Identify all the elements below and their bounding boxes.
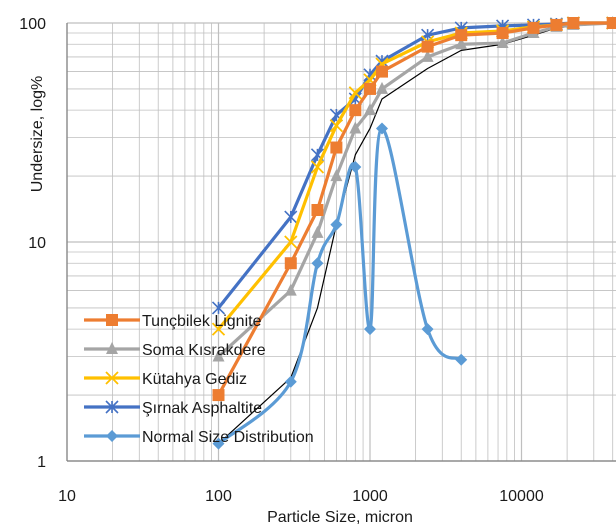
x-marker bbox=[310, 160, 325, 174]
axes bbox=[66, 23, 616, 462]
diamond-marker bbox=[212, 437, 225, 450]
square-marker bbox=[527, 21, 540, 34]
legend-item: Normal Size Distribution bbox=[84, 429, 314, 446]
diamond-marker bbox=[330, 218, 343, 231]
legend-label: Kütahya Gediz bbox=[142, 371, 247, 388]
square-marker bbox=[364, 82, 376, 95]
legend-item: Şırnak Asphaltite bbox=[84, 400, 262, 417]
series-group bbox=[211, 16, 616, 450]
diamond-marker bbox=[421, 323, 434, 336]
legend-item: Soma Kısrakdere bbox=[84, 342, 266, 359]
x-axis-label: Particle Size, micron bbox=[267, 509, 413, 526]
diamond-marker bbox=[455, 353, 468, 366]
square-marker bbox=[606, 17, 616, 29]
star-marker bbox=[284, 210, 298, 224]
series-0 bbox=[212, 17, 616, 402]
tick-labels: 10 100 1000 10000 1 10 100 bbox=[19, 16, 544, 505]
triangle-marker bbox=[349, 121, 362, 134]
square-marker bbox=[567, 17, 580, 29]
square-marker bbox=[311, 203, 324, 216]
square-marker bbox=[455, 29, 468, 42]
legend-label: Normal Size Distribution bbox=[142, 429, 314, 446]
triangle-marker bbox=[455, 37, 468, 50]
y-tick-label: 10 bbox=[28, 235, 46, 252]
x-marker bbox=[329, 118, 344, 133]
triangle-marker bbox=[212, 349, 225, 362]
square-marker bbox=[106, 314, 118, 326]
x-tick-label: 10 bbox=[58, 488, 76, 505]
square-marker bbox=[375, 65, 388, 78]
triangle-marker bbox=[496, 36, 509, 49]
square-marker bbox=[284, 257, 297, 270]
x-tick-label: 1000 bbox=[352, 488, 388, 505]
x-marker bbox=[284, 235, 298, 249]
square-marker bbox=[550, 18, 563, 31]
legend-item: Kütahya Gediz bbox=[84, 371, 247, 388]
x-tick-label: 10000 bbox=[499, 488, 544, 505]
square-marker bbox=[496, 27, 509, 40]
triangle-marker bbox=[375, 81, 388, 94]
x-marker bbox=[348, 86, 362, 100]
x-marker bbox=[211, 322, 226, 336]
legend-label: Soma Kısrakdere bbox=[142, 342, 266, 359]
y-axis-label: Undersize, log% bbox=[29, 76, 46, 193]
x-marker bbox=[105, 371, 119, 385]
diamond-marker bbox=[284, 375, 297, 388]
series-4 bbox=[212, 122, 468, 450]
legend-item: Tunçbilek Lignite bbox=[84, 313, 262, 330]
triangle-marker bbox=[330, 169, 343, 182]
legend: Tunçbilek Lignite Soma Kısrakdere Kütahya … bbox=[84, 313, 314, 446]
triangle-marker bbox=[421, 49, 434, 62]
x-tick-label: 100 bbox=[205, 488, 232, 505]
triangle-marker bbox=[284, 283, 297, 296]
diamond-marker bbox=[349, 161, 362, 174]
square-marker bbox=[421, 40, 434, 53]
star-marker bbox=[105, 400, 119, 414]
star-marker bbox=[421, 28, 435, 42]
diamond-marker bbox=[375, 122, 388, 135]
legend-label: Tunçbilek Lignite bbox=[142, 313, 262, 330]
diamond-marker bbox=[364, 323, 376, 336]
legend-label: Şırnak Asphaltite bbox=[142, 400, 262, 417]
square-marker bbox=[349, 104, 362, 117]
square-marker bbox=[330, 141, 343, 154]
series-line bbox=[216, 126, 463, 446]
triangle-marker bbox=[311, 225, 324, 238]
y-tick-label: 100 bbox=[19, 16, 46, 33]
diamond-marker bbox=[311, 257, 324, 270]
square-marker bbox=[212, 389, 225, 402]
star-marker bbox=[211, 301, 226, 315]
diamond-marker bbox=[106, 430, 118, 442]
triangle-marker bbox=[106, 342, 118, 354]
gridlines bbox=[66, 22, 616, 462]
triangle-marker bbox=[364, 103, 376, 116]
y-tick-label: 1 bbox=[37, 454, 46, 471]
